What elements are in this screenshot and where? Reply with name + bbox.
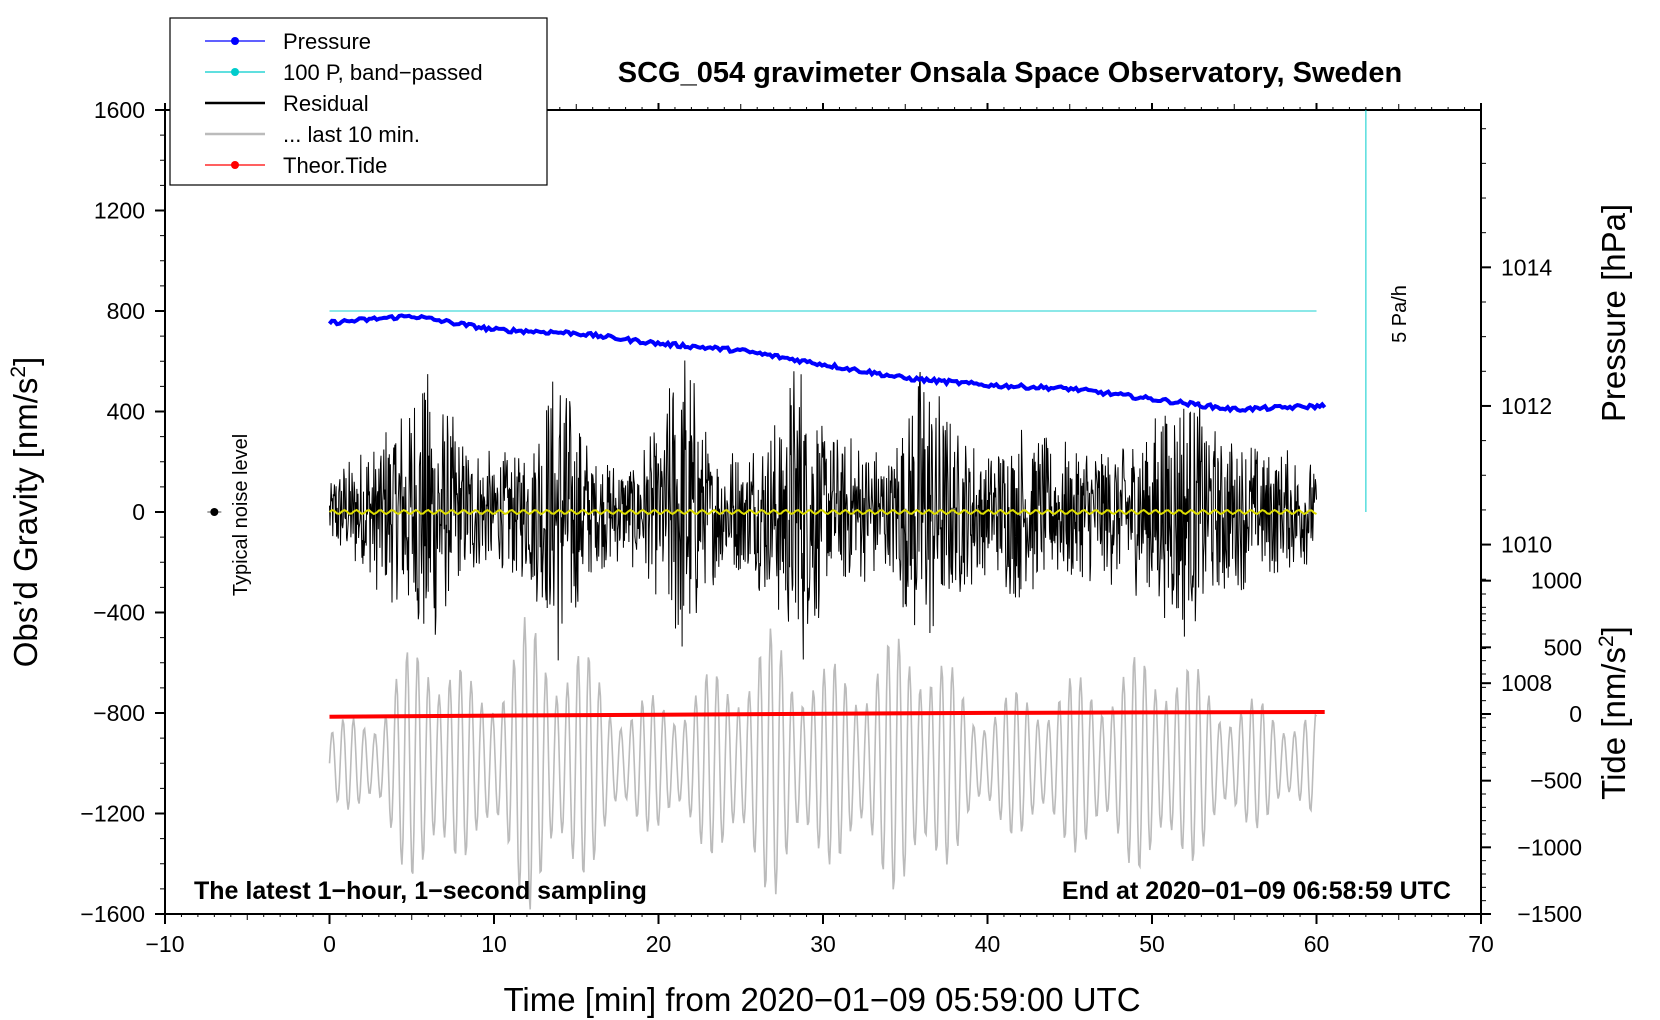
legend-label-3: ... last 10 min. — [283, 122, 420, 147]
legend-entries: Pressure 100 P, band−passed Residual ... la… — [205, 29, 483, 178]
series-residual-line — [329, 360, 1317, 661]
ticks-layer: −10 0 10 20 30 40 50 60 70 1600 1200 800 400 0 −400 −80… — [80, 97, 1582, 957]
legend-label-1: 100 P, band−passed — [283, 60, 483, 85]
y-axis-tide-title-close: ] — [1595, 626, 1632, 635]
annotation-sampling: The latest 1−hour, 1−second sampling — [194, 877, 647, 905]
y-axis-tide-title-main: Tide [nm/s — [1595, 647, 1632, 800]
x-tick-label: 40 — [975, 931, 1001, 957]
x-tick-label: 60 — [1304, 931, 1330, 957]
series-tide-line — [329, 710, 1325, 719]
y-tide-tick-label: −500 — [1530, 768, 1582, 794]
y-tide-tick-label: 0 — [1569, 701, 1582, 727]
series-layer — [207, 310, 1327, 910]
y-left-tick-label: 1600 — [94, 97, 145, 123]
legend-label-0: Pressure — [283, 29, 371, 54]
x-tick-label: −10 — [145, 931, 184, 957]
y-pressure-tick-label: 1014 — [1501, 254, 1552, 280]
series-yellow-trace — [328, 508, 1317, 516]
legend-label-4: Theor.Tide — [283, 153, 387, 178]
noise-label: Typical noise level — [230, 434, 252, 596]
x-tick-label: 0 — [323, 931, 336, 957]
legend: Pressure 100 P, band−passed Residual ... la… — [169, 17, 548, 186]
x-tick-label: 70 — [1468, 931, 1494, 957]
x-tick-label: 10 — [481, 931, 507, 957]
annotation-end-time: End at 2020−01−09 06:58:59 UTC — [1062, 877, 1451, 905]
y-left-tick-label: −400 — [93, 600, 145, 626]
legend-label-2: Residual — [283, 91, 369, 116]
x-tick-label: 20 — [646, 931, 672, 957]
y-pressure-tick-label: 1012 — [1501, 393, 1552, 419]
y-tide-tick-label: −1000 — [1517, 834, 1582, 860]
y-left-tick-label: −1200 — [80, 801, 145, 827]
y-axis-left-title-sup: 2 — [7, 366, 30, 378]
y-left-tick-label: −800 — [93, 700, 145, 726]
y-axis-tide-title: Tide [nm/s2] — [1595, 626, 1632, 800]
y-axis-left-title-main: Obs’d Gravity [nm/s — [7, 378, 44, 668]
y-pressure-tick-label: 1008 — [1501, 670, 1552, 696]
series-pressure-line — [327, 313, 1327, 414]
legend-marker-1 — [231, 68, 239, 76]
chart-title: SCG_054 gravimeter Onsala Space Observat… — [618, 57, 1402, 89]
series-last10min-line — [328, 617, 1318, 910]
x-tick-label: 30 — [810, 931, 836, 957]
x-tick-label: 50 — [1139, 931, 1165, 957]
x-axis-title: Time [min] from 2020−01−09 05:59:00 UTC — [503, 981, 1140, 1018]
y-tide-tick-label: −1500 — [1517, 901, 1582, 927]
legend-marker-4 — [231, 161, 239, 169]
y-axis-tide-title-sup: 2 — [1595, 635, 1618, 647]
y-axis-left-title: Obs’d Gravity [nm/s2] — [7, 357, 44, 668]
y-left-tick-label: 0 — [132, 499, 145, 525]
y-axis-pressure-title: Pressure [hPa] — [1595, 204, 1632, 422]
y-pressure-tick-label: 1010 — [1501, 532, 1552, 558]
y-axis-left-title-close: ] — [7, 357, 44, 366]
y-left-tick-label: 1200 — [94, 198, 145, 224]
y-tide-tick-label: 1000 — [1531, 568, 1582, 594]
y-left-tick-label: 400 — [107, 399, 145, 425]
legend-marker-0 — [231, 37, 239, 45]
y-tide-tick-label: 500 — [1544, 634, 1582, 660]
y-left-tick-label: −1600 — [80, 901, 145, 927]
y-left-tick-label: 800 — [107, 298, 145, 324]
legend-box — [169, 17, 548, 186]
noise-point — [210, 508, 219, 516]
rate-label: 5 Pa/h — [1389, 285, 1411, 343]
